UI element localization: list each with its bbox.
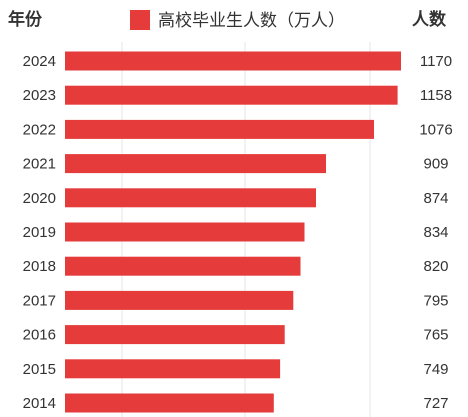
- value-label-2017: 795: [423, 292, 448, 309]
- bar-2022: [65, 119, 374, 139]
- value-label-2016: 765: [423, 327, 448, 344]
- value-label-2015: 749: [423, 361, 448, 378]
- bar-2020: [65, 188, 316, 208]
- year-label-2023: 2023: [23, 87, 56, 104]
- value-label-2023: 1158: [420, 87, 452, 104]
- bar-2024: [65, 51, 401, 71]
- year-label-2014: 2014: [23, 395, 56, 412]
- value-label-2020: 874: [423, 190, 448, 207]
- bars-group: 2024 1170 2023 1158 2022 1076 2021 909 2020 874 20…: [23, 51, 453, 413]
- bar-2015: [65, 359, 281, 379]
- year-label-2018: 2018: [23, 258, 56, 275]
- value-label-2022: 1076: [419, 121, 452, 138]
- value-label-2021: 909: [423, 156, 448, 173]
- value-label-2019: 834: [423, 224, 448, 241]
- year-label-2021: 2021: [23, 156, 56, 173]
- year-label-2024: 2024: [23, 53, 56, 70]
- year-label-2016: 2016: [23, 327, 56, 344]
- value-header: 人数: [412, 9, 447, 30]
- bar-2023: [65, 85, 398, 105]
- legend-swatch: [130, 10, 150, 30]
- bar-2017: [65, 290, 294, 310]
- bar-2021: [65, 154, 326, 174]
- year-label-2022: 2022: [23, 121, 56, 138]
- value-label-2014: 727: [423, 395, 448, 412]
- year-label-2015: 2015: [23, 361, 56, 378]
- year-header: 年份: [8, 9, 43, 30]
- year-label-2017: 2017: [23, 292, 56, 309]
- bar-2018: [65, 256, 301, 276]
- legend-label: 高校毕业生人数（万人）: [158, 11, 345, 31]
- year-label-2019: 2019: [23, 224, 56, 241]
- value-label-2024: 1170: [420, 53, 452, 70]
- value-label-2018: 820: [423, 258, 448, 275]
- bar-2014: [65, 393, 274, 413]
- bar-2016: [65, 325, 285, 345]
- legend: 高校毕业生人数（万人）: [130, 10, 345, 31]
- bar-2019: [65, 222, 305, 242]
- year-label-2020: 2020: [23, 190, 56, 207]
